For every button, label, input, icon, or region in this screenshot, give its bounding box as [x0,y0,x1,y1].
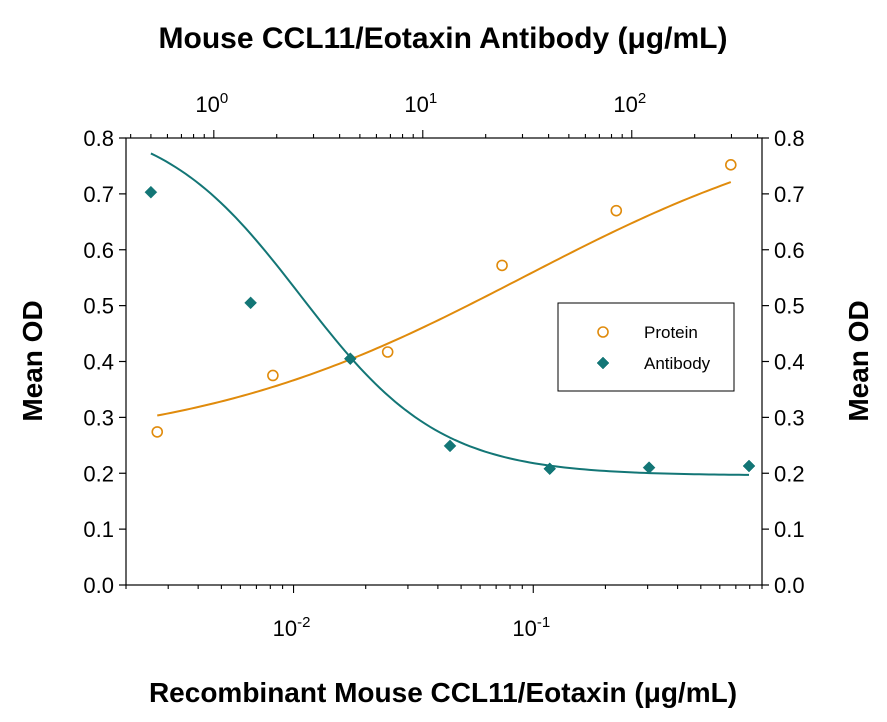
y-right-tick-label: 0.7 [774,182,805,207]
y-left-tick-label: 0.5 [83,294,114,319]
chart-title: Mouse CCL11/Eotaxin Antibody (μg/mL) [159,22,728,55]
antibody-point [144,185,158,199]
y-axis-left: 0.0 0.1 0.2 0.3 0.4 0.5 0.6 0.7 0.8 [83,126,126,598]
legend-box [557,302,735,392]
y-left-tick-label: 0.0 [83,573,114,598]
y-right-tick-label: 0.3 [774,405,805,430]
y-left-tick-label: 0.8 [83,126,114,151]
protein-point [267,369,279,382]
x-tick-label: 102 [613,90,646,117]
protein-point [610,204,623,217]
x-tick-label: 10-1 [512,614,550,641]
tick-base: 10 [404,92,428,117]
y-axis-right: 0.0 0.1 0.2 0.3 0.4 0.5 0.6 0.7 0.8 [762,126,805,598]
legend-label-antibody: Antibody [644,354,711,373]
tick-exponent: 1 [429,90,437,107]
y-right-tick-label: 0.0 [774,573,805,598]
y-axis-title-right: Mean OD [843,300,874,421]
protein-point [151,426,164,438]
y-left-tick-label: 0.1 [83,517,114,542]
tick-base: 10 [273,616,297,641]
fit-curve-protein [157,181,732,417]
tick-exponent: -1 [537,614,550,631]
data-points [144,159,756,476]
y-left-tick-label: 0.4 [83,350,114,375]
y-right-tick-label: 0.2 [774,461,805,486]
tick-exponent: -2 [297,614,310,631]
tick-exponent: 2 [638,90,646,107]
y-right-tick-label: 0.6 [774,238,805,263]
y-left-tick-label: 0.3 [83,405,114,430]
y-left-tick-label: 0.2 [83,461,114,486]
legend-marker-antibody [596,356,610,370]
x-axis-top: 100 101 102 [130,90,759,138]
legend: Protein Antibody [596,323,711,373]
x-axis-title: Recombinant Mouse CCL11/Eotaxin (μg/mL) [149,677,737,708]
y-right-tick-label: 0.4 [774,350,805,375]
antibody-point [343,352,357,366]
legend-label-protein: Protein [644,323,698,342]
legend-marker-protein [597,326,609,338]
protein-point [381,346,394,358]
antibody-point [742,459,756,473]
protein-point [496,259,508,272]
x-axis-bottom: 10-2 10-1 [125,585,763,641]
y-axis-title-left: Mean OD [17,300,48,421]
y-left-tick-label: 0.6 [83,238,114,263]
tick-exponent: 0 [220,90,228,107]
antibody-point [642,461,656,475]
antibody-point [244,296,257,310]
tick-base: 10 [613,92,637,117]
antibody-point [543,462,557,476]
x-tick-label: 101 [404,90,437,117]
y-left-tick-label: 0.7 [83,182,114,207]
antibody-point [443,439,457,453]
tick-base: 10 [195,92,219,117]
y-right-tick-label: 0.5 [774,294,805,319]
y-right-tick-label: 0.1 [774,517,805,542]
protein-point [725,159,737,171]
x-tick-label: 10-2 [273,614,311,641]
y-right-tick-label: 0.8 [774,126,805,151]
tick-base: 10 [512,616,536,641]
x-tick-label: 100 [195,90,228,117]
